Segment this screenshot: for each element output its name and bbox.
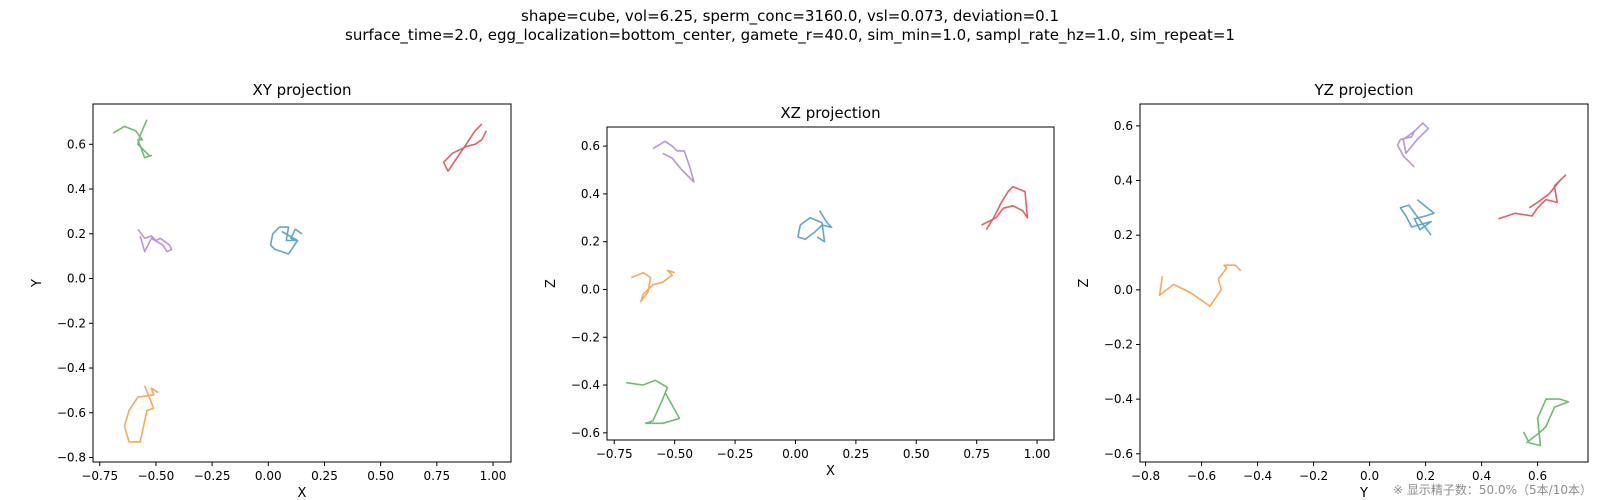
xy-x-tick-label: 1.00	[480, 469, 507, 483]
xy-projection-title: XY projection	[252, 81, 351, 99]
yz-x-tick-label: −0.4	[1243, 469, 1272, 483]
yz-y-tick-label: −0.2	[1104, 337, 1133, 351]
xy-trajectory-1	[269, 226, 303, 255]
xz-y-tick-label: 0.0	[581, 282, 600, 296]
yz-projection-title: YZ projection	[1313, 81, 1413, 99]
xz-trajectory-2	[630, 269, 675, 303]
xy-projection-panel: XY projection −0.75 −0.50 −0.25 0.00 0.25 0.50…	[30, 81, 512, 500]
yz-x-tick-label: −0.8	[1131, 469, 1160, 483]
xy-trajectory-5	[137, 228, 173, 253]
xy-y-tick-label: 0.6	[67, 137, 86, 151]
yz-x-tick-label: 0.0	[1360, 469, 1379, 483]
xy-x-tick-label: −0.25	[194, 469, 231, 483]
xz-y-tick-label: 0.2	[581, 235, 600, 249]
xz-y-tick-label: −0.2	[571, 330, 600, 344]
yz-y-tick-label: 0.6	[1114, 119, 1133, 133]
footnote-sperm-display: ※ 显示精子数：50.0%（5本/10本）	[1393, 482, 1592, 497]
xz-trajectory-3	[626, 379, 681, 425]
xy-y-tick-label: −0.6	[57, 406, 86, 420]
xy-x-axis-label: X	[298, 486, 307, 500]
xy-y-axis-label: Y	[30, 279, 45, 288]
xz-x-tick-label: 1.00	[1024, 447, 1051, 461]
figure-suptitle-line-1: shape=cube, vol=6.25, sperm_conc=3160.0,…	[521, 7, 1059, 26]
yz-y-tick-label: 0.4	[1114, 174, 1133, 188]
xz-y-tick-label: 0.6	[581, 139, 600, 153]
yz-x-tick-label: 0.2	[1416, 469, 1435, 483]
xz-x-axis-label: X	[826, 464, 835, 479]
yz-x-axis-label: Y	[1359, 486, 1368, 500]
xy-trajectory-2	[123, 385, 159, 443]
yz-trajectory-1	[1399, 198, 1435, 236]
yz-y-tick-label: 0.0	[1114, 283, 1133, 297]
xy-x-tick-label: 0.00	[255, 469, 282, 483]
yz-x-tick-label: 0.4	[1472, 469, 1491, 483]
xy-y-tick-label: −0.2	[57, 316, 86, 330]
xy-x-tick-label: −0.75	[81, 469, 118, 483]
xz-x-tick-label: 0.00	[782, 447, 809, 461]
xy-trajectory-4	[442, 123, 488, 172]
xz-x-tick-label: 0.75	[963, 447, 990, 461]
xy-x-tick-label: 0.50	[367, 469, 394, 483]
yz-trajectory-2	[1158, 264, 1242, 308]
yz-trajectory-3	[1522, 398, 1570, 447]
xz-x-tick-label: 0.50	[903, 447, 930, 461]
xy-y-tick-label: −0.8	[57, 451, 86, 465]
yz-y-tick-label: −0.4	[1104, 392, 1133, 406]
xy-y-tick-label: 0.0	[67, 272, 86, 286]
xy-y-tick-label: 0.4	[67, 182, 86, 196]
xz-projection-panel: XZ projection −0.75 −0.50 −0.25 0.00 0.25 0.50…	[544, 104, 1055, 479]
yz-trajectory-5	[1396, 122, 1430, 168]
xz-x-tick-label: −0.75	[596, 447, 633, 461]
yz-x-tick-label: −0.2	[1299, 469, 1328, 483]
xz-x-tick-label: 0.25	[843, 447, 870, 461]
xz-y-axis-label: Z	[544, 279, 559, 288]
xz-trajectory-1	[797, 210, 833, 243]
xz-projection-title: XZ projection	[780, 104, 880, 122]
xy-x-tick-label: −0.50	[138, 469, 175, 483]
yz-x-tick-label: −0.6	[1187, 469, 1216, 483]
xz-x-tick-label: −0.25	[717, 447, 754, 461]
xz-trajectory-4	[981, 185, 1029, 231]
xz-y-tick-label: −0.4	[571, 378, 600, 392]
xz-x-tick-label: −0.50	[656, 447, 693, 461]
xy-x-tick-label: 0.25	[311, 469, 338, 483]
yz-x-tick-label: 0.6	[1528, 469, 1547, 483]
figure-suptitle-line-2: surface_time=2.0, egg_localization=botto…	[345, 26, 1235, 45]
xy-axes-frame	[92, 103, 512, 463]
xy-y-tick-label: 0.2	[67, 227, 86, 241]
projection-panels: XY projection −0.75 −0.50 −0.25 0.00 0.25 0.50…	[30, 81, 1589, 500]
xz-axes-frame	[606, 126, 1055, 441]
yz-y-tick-label: 0.2	[1114, 228, 1133, 242]
xz-y-tick-label: 0.4	[581, 187, 600, 201]
xz-y-tick-label: −0.6	[571, 426, 600, 440]
xy-y-tick-label: −0.4	[57, 361, 86, 375]
yz-trajectory-4	[1498, 174, 1567, 220]
xy-trajectory-3	[112, 119, 153, 159]
yz-projection-panel: YZ projection −0.8 −0.6 −0.4 −0.2 0.0 0.2 0.4 0.…	[1077, 81, 1589, 500]
yz-axes-frame	[1139, 103, 1589, 463]
yz-y-tick-label: −0.6	[1104, 447, 1133, 461]
yz-y-axis-label: Z	[1077, 278, 1092, 287]
xz-trajectory-5	[652, 140, 695, 183]
xy-x-tick-label: 0.75	[423, 469, 450, 483]
